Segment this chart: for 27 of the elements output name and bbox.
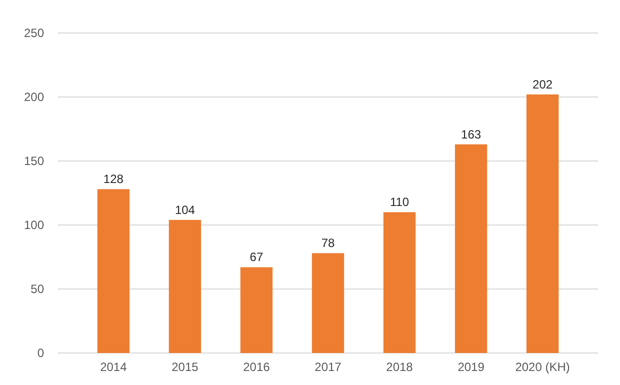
- y-tick-label: 250: [24, 26, 44, 40]
- x-tick-label: 2019: [458, 360, 485, 374]
- data-label: 78: [321, 236, 335, 250]
- bar: [312, 253, 344, 353]
- y-tick-label: 200: [24, 90, 44, 104]
- y-tick-label: 150: [24, 154, 44, 168]
- bar: [454, 144, 488, 353]
- data-label: 202: [532, 77, 553, 92]
- data-label: 110: [390, 195, 410, 210]
- x-tick-label: 2020 (KH): [515, 360, 570, 374]
- data-label: 163: [461, 127, 482, 142]
- x-tick-label: 2014: [100, 360, 128, 374]
- data-label: 67: [250, 250, 264, 264]
- x-tick-label: 2016: [243, 360, 270, 374]
- data-label: 104: [174, 202, 196, 217]
- y-tick-label: 100: [24, 218, 44, 232]
- bar: [526, 94, 559, 353]
- bar: [383, 212, 416, 353]
- y-tick-label: 50: [30, 282, 44, 296]
- data-label: 128: [103, 172, 124, 186]
- x-tick-label: 2018: [386, 360, 414, 374]
- bar: [240, 267, 273, 353]
- bar: [168, 220, 202, 353]
- y-tick-label: 0: [37, 346, 44, 360]
- x-tick-label: 2017: [314, 360, 342, 374]
- x-tick-label: 2015: [172, 360, 199, 374]
- bar: [97, 189, 130, 353]
